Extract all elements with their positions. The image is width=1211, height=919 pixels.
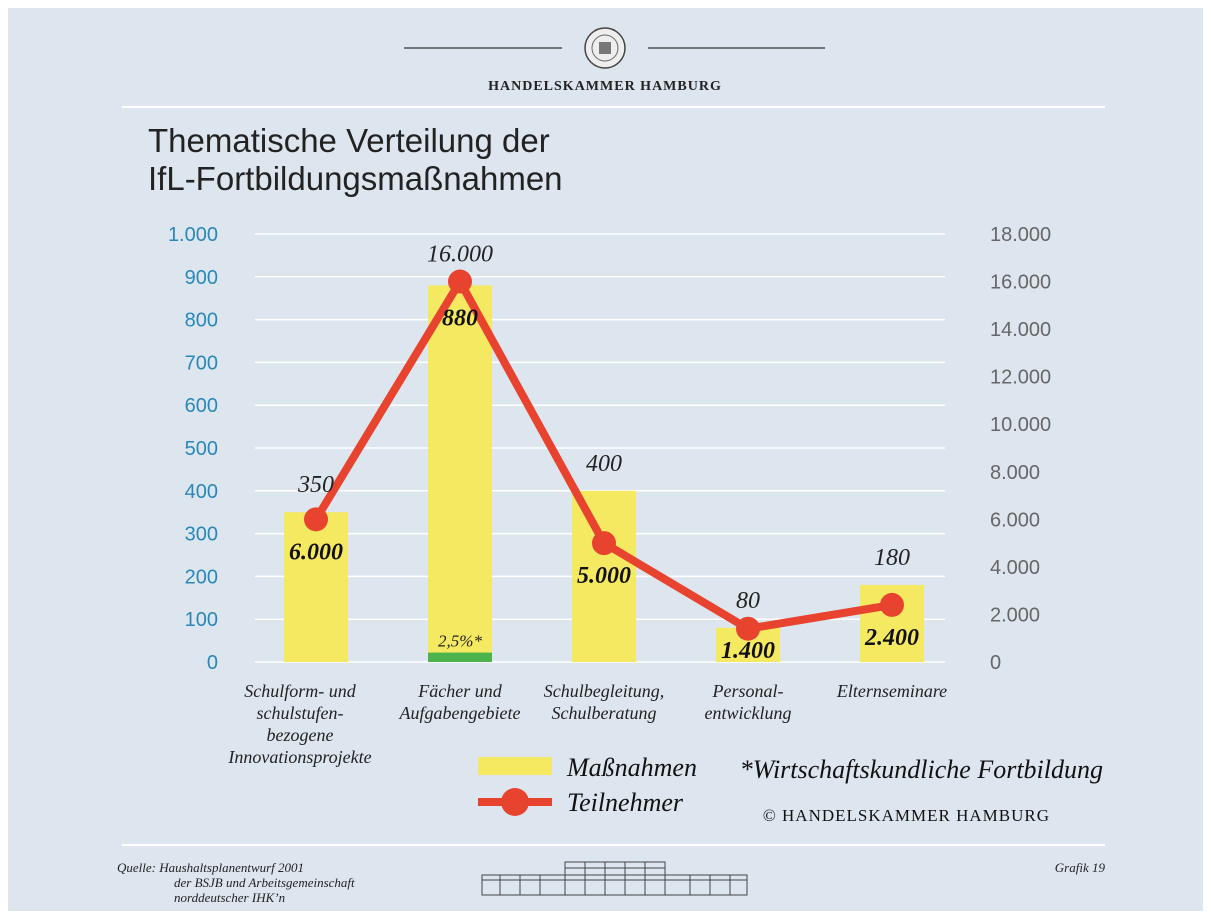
header-title: HANDELSKAMMER HAMBURG	[488, 79, 722, 94]
emblem	[599, 42, 611, 54]
y-tick-label: 100	[185, 609, 218, 631]
line-point	[304, 507, 328, 531]
line-point	[448, 270, 472, 294]
y-tick-label: 600	[185, 395, 218, 417]
data-label: 880	[442, 305, 478, 331]
legend-swatch	[478, 757, 552, 775]
legend-label: Maßnahmen	[566, 753, 697, 782]
data-label: 180	[874, 545, 910, 571]
y2-tick-label: 6.000	[990, 509, 1040, 531]
chart: HANDELSKAMMER HAMBURG Thematische Vertei…	[0, 0, 1211, 919]
y-tick-label: 400	[185, 481, 218, 503]
x-tick-label: Elternseminare	[836, 681, 947, 701]
y-tick-label: 0	[207, 652, 218, 674]
data-label: 350	[297, 472, 334, 498]
page: HANDELSKAMMER HAMBURG Thematische Vertei…	[0, 0, 1211, 919]
y2-tick-label: 0	[990, 652, 1001, 674]
copyright: © HANDELSKAMMER HAMBURG	[763, 806, 1050, 825]
bar	[428, 285, 492, 662]
y-tick-label: 300	[185, 524, 218, 546]
line-point	[592, 531, 616, 555]
y-tick-label: 700	[185, 352, 218, 374]
bar	[284, 512, 348, 662]
y-tick-label: 900	[185, 267, 218, 289]
data-label: 5.000	[577, 563, 631, 589]
data-label: 16.000	[427, 242, 493, 268]
highlight-segment	[428, 653, 492, 662]
y2-tick-label: 10.000	[990, 414, 1051, 436]
y-tick-label: 200	[185, 566, 218, 588]
figure-number: Grafik 19	[1055, 860, 1106, 875]
y2-tick-label: 8.000	[990, 462, 1040, 484]
highlight-label: 2,5%*	[438, 632, 482, 651]
legend-swatch	[501, 788, 529, 816]
y2-tick-label: 4.000	[990, 557, 1040, 579]
y2-tick-label: 12.000	[990, 367, 1051, 389]
data-label: 6.000	[289, 539, 343, 565]
line-point	[880, 593, 904, 617]
data-label: 1.400	[721, 638, 775, 664]
y-tick-label: 1.000	[168, 224, 218, 246]
y2-tick-label: 16.000	[990, 272, 1051, 294]
data-label: 2.400	[864, 625, 919, 651]
data-label: 80	[736, 588, 760, 614]
data-label: 400	[586, 451, 622, 477]
y2-tick-label: 2.000	[990, 604, 1040, 626]
y-tick-label: 500	[185, 438, 218, 460]
y-tick-label: 800	[185, 310, 218, 332]
legend-label: Teilnehmer	[567, 788, 684, 817]
footnote: *Wirtschaftskundliche Fortbildung	[740, 755, 1103, 784]
y2-tick-label: 14.000	[990, 319, 1051, 341]
y2-tick-label: 18.000	[990, 224, 1051, 246]
